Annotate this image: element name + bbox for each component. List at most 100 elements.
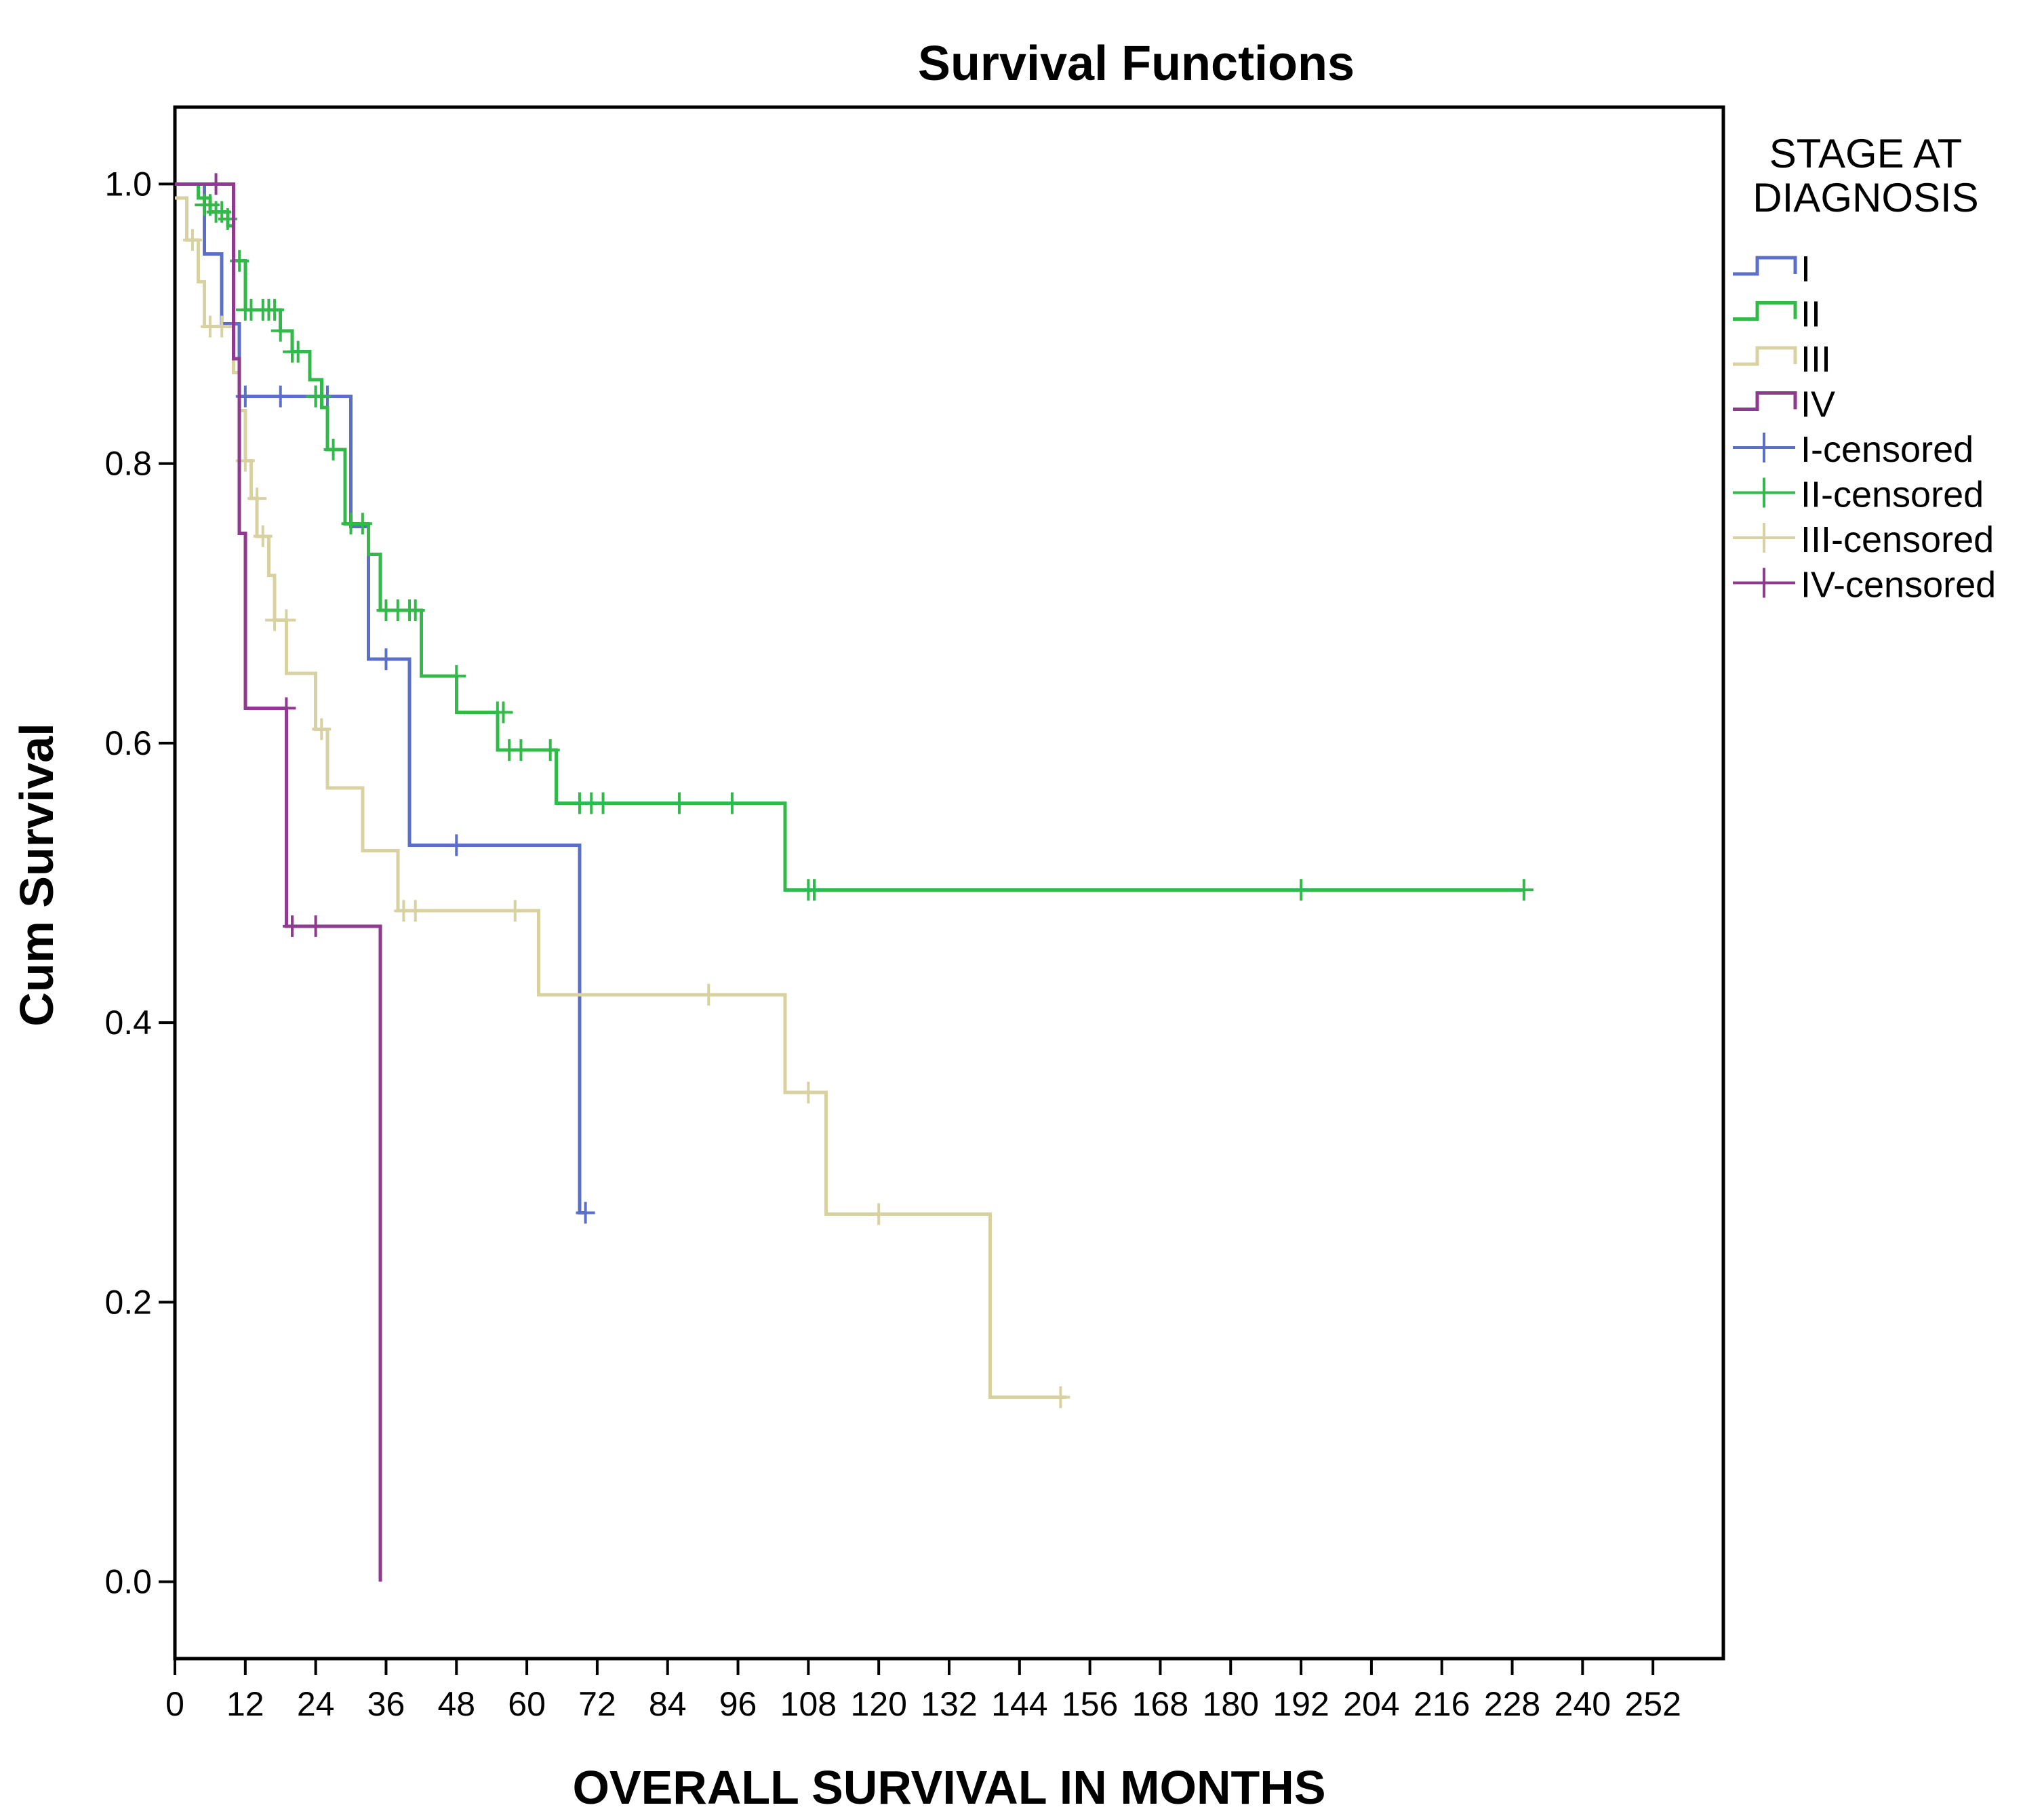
legend-label-7: IV-censored [1801, 565, 1996, 606]
legend-entry-4: I-censored [1733, 429, 1974, 470]
legend-entry-6: III-censored [1733, 519, 1994, 560]
x-axis: 0 12 24 36 48 60 72 84 96 108 120 132 144 156 168 180 19… [165, 1659, 1681, 1723]
x-tick-label-2: 24 [297, 1685, 335, 1723]
censor-mark-II-25 [494, 701, 513, 724]
censor-mark-III-2 [212, 315, 232, 338]
legend-entry-5: II-censored [1733, 475, 1984, 515]
x-tick-label-3: 36 [367, 1685, 405, 1723]
censor-mark-II-36 [1291, 879, 1311, 901]
y-axis: 0.0 0.2 0.4 0.6 0.8 1.0 [104, 165, 175, 1601]
censor-mark-II-27 [511, 739, 531, 761]
censor-mark-IV-2 [283, 915, 302, 937]
censor-mark-III-8 [312, 718, 332, 740]
x-tick-label-20: 240 [1555, 1685, 1611, 1723]
series-IV [175, 173, 382, 1582]
series-III [175, 196, 1070, 1408]
legend-step-symbol-2 [1733, 346, 1797, 366]
censor-mark-II-22 [405, 599, 425, 622]
censor-mark-I-5 [447, 834, 466, 856]
censor-mark-I-1 [271, 385, 290, 408]
censor-mark-II-15 [312, 385, 332, 408]
censor-mark-II-18 [353, 513, 372, 535]
x-tick-label-13: 156 [1062, 1685, 1118, 1723]
censor-mark-II-37 [1514, 879, 1534, 901]
censor-mark-IV-1 [277, 697, 296, 719]
chart-title: Survival Functions [918, 37, 1355, 91]
x-tick-label-1: 12 [226, 1685, 264, 1723]
censor-mark-II-16 [323, 439, 343, 461]
y-tick-label-1: 0.2 [104, 1283, 152, 1321]
x-tick-label-12: 144 [991, 1685, 1047, 1723]
x-tick-label-10: 120 [850, 1685, 906, 1723]
legend-censor-symbol-6 [1733, 523, 1795, 553]
x-tick-label-15: 180 [1203, 1685, 1259, 1723]
y-axis-label: Cum Survival [10, 723, 63, 1026]
legend-censor-symbol-7 [1733, 568, 1795, 598]
x-tick-label-9: 108 [780, 1685, 837, 1723]
legend-step-symbol-3 [1733, 391, 1797, 411]
censor-mark-III-12 [699, 983, 719, 1006]
legend-censor-symbol-4 [1733, 433, 1795, 462]
censor-mark-III-10 [405, 900, 425, 922]
x-tick-label-11: 132 [921, 1685, 977, 1723]
censor-mark-II-10 [265, 298, 285, 321]
x-tick-label-4: 48 [437, 1685, 475, 1723]
legend-label-3: IV [1801, 384, 1835, 425]
x-tick-label-8: 96 [719, 1685, 757, 1723]
x-tick-label-7: 84 [649, 1685, 687, 1723]
legend-title-line-2: DIAGNOSIS [1752, 175, 1978, 220]
x-tick-label-18: 216 [1414, 1685, 1470, 1723]
legend-label-1: II [1801, 294, 1821, 335]
censor-mark-III-15 [1051, 1386, 1070, 1408]
legend-label-4: I-censored [1801, 429, 1974, 470]
legend-entry-7: IV-censored [1733, 565, 1996, 606]
legend-title-line-1: STAGE AT [1769, 131, 1963, 176]
censor-mark-III-11 [505, 900, 525, 922]
legend-step-symbol-1 [1733, 301, 1797, 321]
legend-label-0: I [1801, 249, 1811, 290]
x-tick-label-6: 72 [578, 1685, 616, 1723]
series-II [175, 182, 1534, 901]
legend-entry-2: III [1733, 339, 1831, 380]
x-tick-label-17: 204 [1343, 1685, 1399, 1723]
censor-mark-III-7 [277, 609, 296, 631]
censor-mark-II-35 [805, 879, 824, 901]
plot-area [175, 173, 1534, 1582]
y-tick-label-4: 0.8 [104, 445, 152, 483]
legend: STAGE AT DIAGNOSIS IIIIIIIVI-censoredII-… [1733, 131, 1996, 606]
y-tick-label-0: 0.0 [104, 1563, 152, 1601]
legend-label-2: III [1801, 339, 1831, 380]
legend-label-6: III-censored [1801, 519, 1994, 560]
censor-mark-II-23 [447, 665, 466, 687]
censor-mark-IV-0 [206, 173, 226, 195]
legend-label-5: II-censored [1801, 475, 1984, 515]
censor-mark-III-4 [247, 488, 267, 510]
y-tick-label-2: 0.4 [104, 1004, 152, 1042]
x-tick-label-5: 60 [508, 1685, 546, 1723]
legend-entry-3: IV [1733, 384, 1835, 425]
legend-step-symbol-0 [1733, 256, 1797, 276]
censor-mark-I-6 [576, 1202, 595, 1224]
x-tick-label-19: 228 [1484, 1685, 1540, 1723]
censor-mark-II-28 [540, 739, 560, 761]
x-axis-label: OVERALL SURVIVAL IN MONTHS [572, 1761, 1325, 1814]
censor-mark-II-31 [593, 792, 613, 814]
legend-entry-1: II [1733, 294, 1821, 335]
censor-mark-III-5 [253, 525, 273, 547]
y-tick-label-5: 1.0 [104, 165, 152, 203]
legend-censor-symbol-5 [1733, 477, 1795, 508]
legend-entry-0: I [1733, 249, 1811, 290]
censor-mark-III-0 [182, 229, 202, 251]
survival-curve-I [175, 182, 586, 1214]
x-tick-label-14: 168 [1132, 1685, 1188, 1723]
censor-mark-III-14 [869, 1203, 889, 1225]
censor-mark-III-13 [799, 1082, 818, 1104]
censor-mark-II-32 [670, 792, 689, 814]
x-tick-label-16: 192 [1273, 1685, 1329, 1723]
censor-mark-II-33 [722, 792, 742, 814]
x-tick-label-0: 0 [165, 1685, 184, 1723]
censor-mark-II-13 [288, 340, 308, 363]
y-tick-label-3: 0.6 [104, 724, 152, 762]
